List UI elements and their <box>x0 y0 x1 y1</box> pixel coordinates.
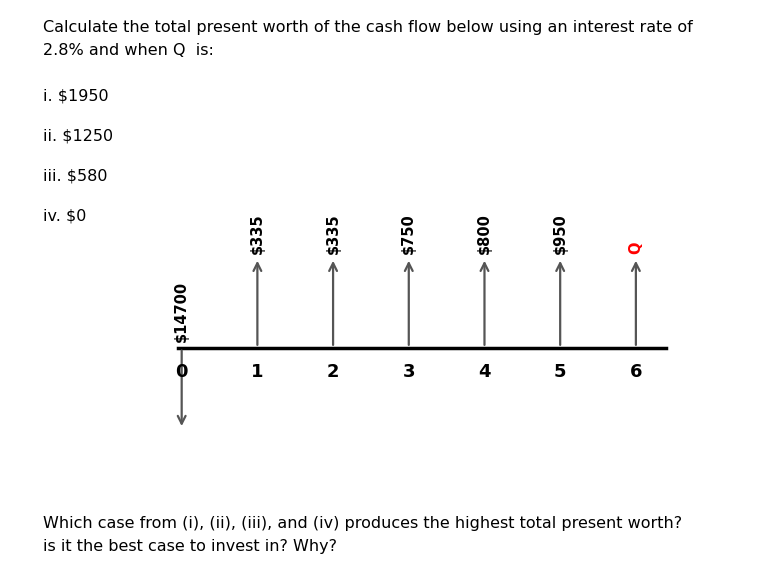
Text: ii. $1250: ii. $1250 <box>43 128 114 143</box>
Text: i. $1950: i. $1950 <box>43 88 109 103</box>
Text: 1: 1 <box>251 363 263 381</box>
Text: Calculate the total present worth of the cash flow below using an interest rate : Calculate the total present worth of the… <box>43 20 693 35</box>
Text: iii. $580: iii. $580 <box>43 168 107 183</box>
Text: 4: 4 <box>478 363 491 381</box>
Text: is it the best case to invest in? Why?: is it the best case to invest in? Why? <box>43 539 337 553</box>
Text: Q: Q <box>628 241 643 254</box>
Text: 3: 3 <box>403 363 415 381</box>
Text: 2: 2 <box>327 363 339 381</box>
Text: $335: $335 <box>250 213 265 254</box>
Text: $950: $950 <box>553 213 568 254</box>
Text: 5: 5 <box>554 363 566 381</box>
Text: 6: 6 <box>630 363 642 381</box>
Text: $800: $800 <box>477 213 492 254</box>
Text: 0: 0 <box>176 363 188 381</box>
Text: $14700: $14700 <box>174 280 189 342</box>
Text: iv. $0: iv. $0 <box>43 208 86 223</box>
Text: Which case from (i), (ii), (iii), and (iv) produces the highest total present wo: Which case from (i), (ii), (iii), and (i… <box>43 516 682 531</box>
Text: 2.8% and when Q  is:: 2.8% and when Q is: <box>43 43 214 58</box>
Text: $335: $335 <box>326 213 341 254</box>
Text: $750: $750 <box>401 213 416 254</box>
